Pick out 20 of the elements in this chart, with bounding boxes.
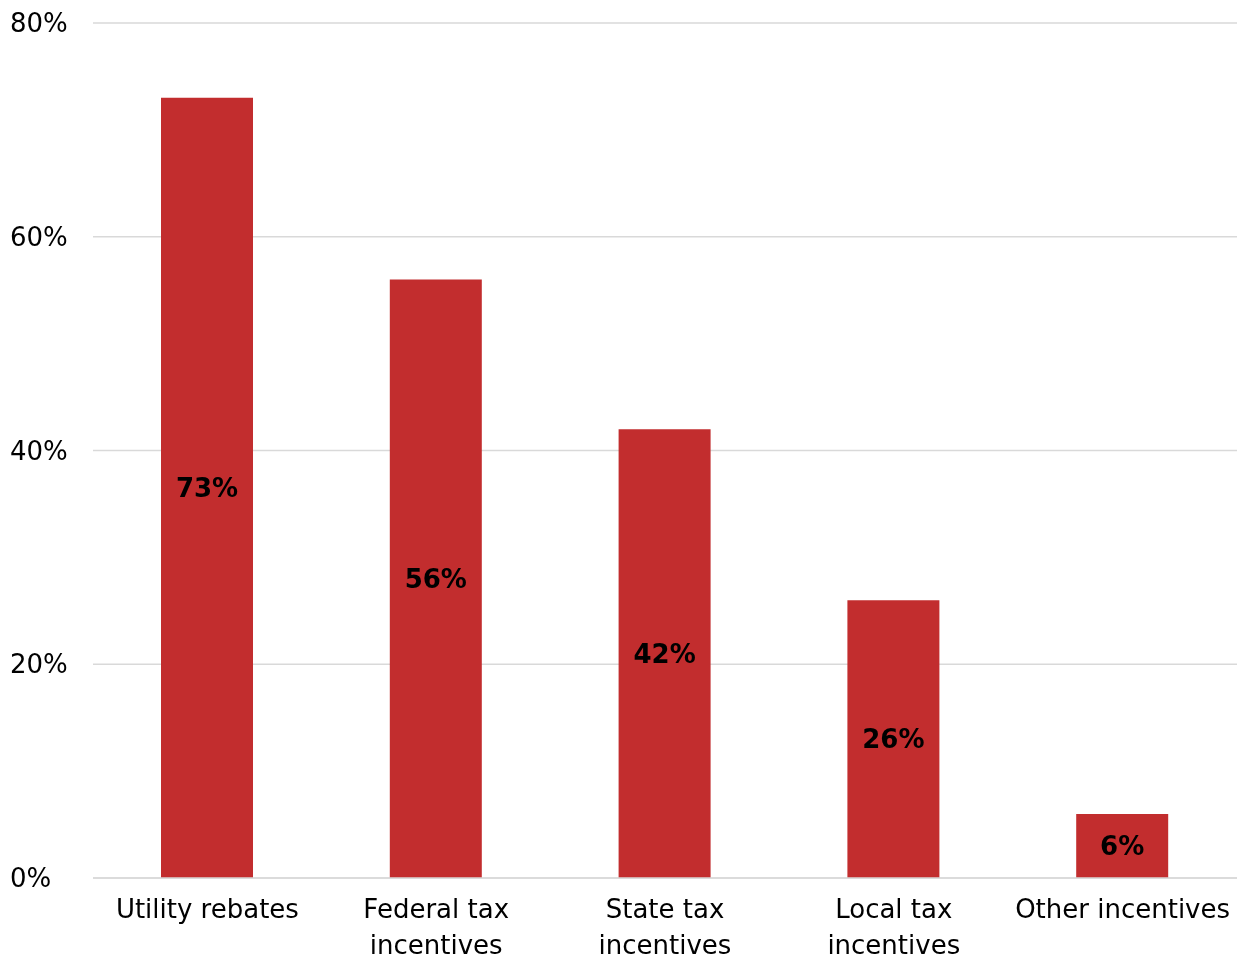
x-tick-label: Federal tax incentives bbox=[363, 894, 510, 960]
y-tick-label: 60% bbox=[10, 221, 68, 252]
data-label: 56% bbox=[404, 563, 467, 594]
bar bbox=[618, 429, 711, 878]
data-label: 73% bbox=[175, 473, 239, 504]
bar bbox=[161, 97, 253, 878]
x-tick-label: State tax incentives bbox=[598, 894, 732, 960]
x-tick-label: Utility rebates bbox=[115, 894, 299, 924]
bar bbox=[389, 279, 482, 878]
x-tick-label: Other incentives bbox=[1015, 894, 1231, 924]
bar bbox=[1076, 813, 1169, 878]
data-label: 42% bbox=[633, 638, 696, 669]
data-label: 26% bbox=[862, 724, 925, 755]
data-label: 6% bbox=[1100, 831, 1145, 862]
bar bbox=[847, 600, 940, 878]
y-tick-label: 0% bbox=[10, 863, 52, 894]
y-tick-label: 40% bbox=[10, 435, 68, 466]
x-tick-label: Local tax incentives bbox=[827, 894, 961, 960]
y-tick-label: 20% bbox=[10, 649, 68, 680]
y-tick-label: 80% bbox=[10, 8, 68, 39]
